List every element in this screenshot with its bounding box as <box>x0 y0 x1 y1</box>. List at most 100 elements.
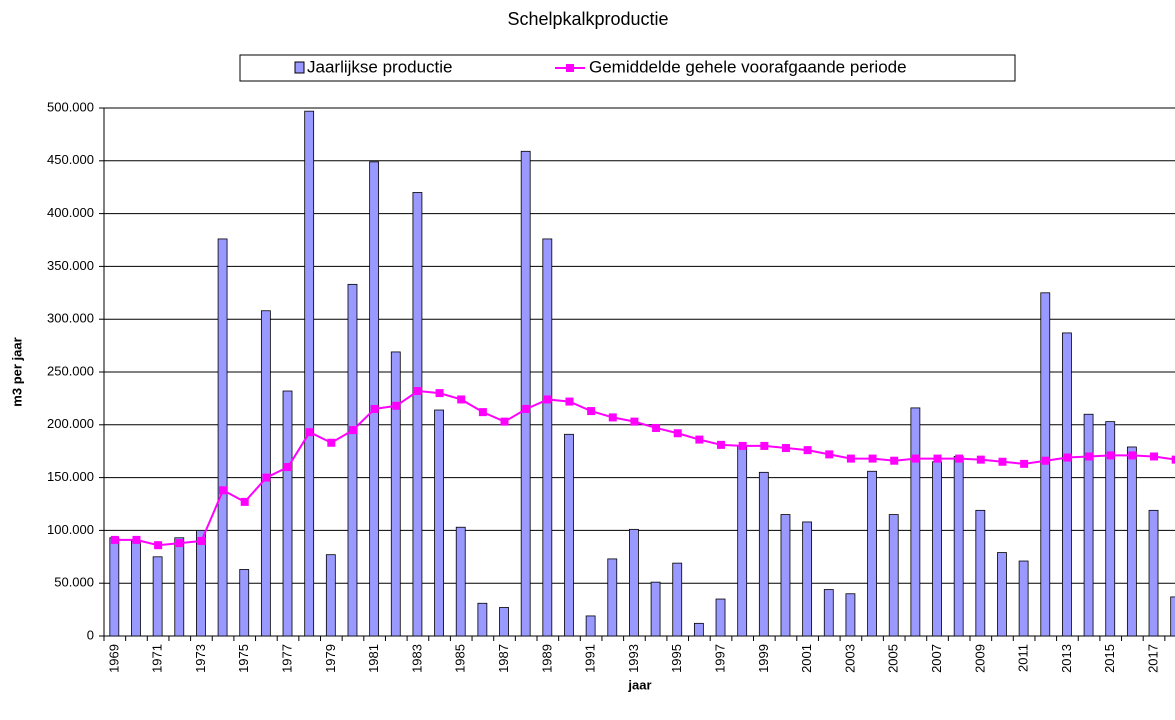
line-marker <box>435 389 444 398</box>
line-marker <box>565 397 574 406</box>
line-marker <box>219 486 228 495</box>
bar <box>823 589 834 637</box>
line-marker <box>781 444 790 453</box>
bar <box>693 622 704 637</box>
bar <box>1018 560 1029 637</box>
bar <box>1105 421 1116 637</box>
bar <box>975 509 986 637</box>
bar <box>758 471 769 637</box>
bar <box>260 310 271 637</box>
bar <box>932 461 942 637</box>
legend-marker <box>566 64 574 72</box>
bar <box>347 283 358 637</box>
line-marker <box>392 401 401 410</box>
bar <box>152 556 163 637</box>
bar <box>1170 596 1175 637</box>
bar <box>434 409 444 637</box>
bar <box>715 598 726 637</box>
x-tick-label: 2007 <box>929 644 944 673</box>
line-marker <box>976 455 985 464</box>
line-marker <box>825 450 834 459</box>
bar <box>390 351 401 637</box>
line-marker <box>478 408 487 417</box>
y-tick-label: 300.000 <box>47 311 94 326</box>
line-marker <box>197 536 206 545</box>
x-tick-label: 1991 <box>583 644 598 673</box>
x-tick-label: 1987 <box>496 644 511 673</box>
x-tick-label: 1975 <box>236 644 251 673</box>
x-tick-label: 1979 <box>323 644 338 673</box>
bar <box>239 569 250 637</box>
line-marker <box>630 417 639 426</box>
y-tick-label: 0 <box>87 627 94 642</box>
x-tick-label: 2015 <box>1102 644 1117 673</box>
x-tick-label: 1973 <box>193 644 208 673</box>
line-marker <box>998 457 1007 466</box>
y-tick-label: 250.000 <box>47 363 94 378</box>
line-marker <box>240 497 249 506</box>
line-marker <box>911 454 920 463</box>
line-marker <box>348 426 357 435</box>
bar <box>1062 332 1072 637</box>
bar <box>780 514 791 637</box>
x-tick-label: 1989 <box>539 644 554 673</box>
x-tick-label: 2013 <box>1059 644 1074 673</box>
bar <box>282 390 293 637</box>
x-tick-label: 1977 <box>279 644 294 673</box>
legend-box <box>239 54 1016 82</box>
x-tick-label: 1981 <box>366 644 381 673</box>
line-marker <box>1063 453 1072 462</box>
line-marker <box>457 395 466 404</box>
bar <box>542 238 553 637</box>
line-marker <box>803 446 812 455</box>
line-marker <box>868 454 877 463</box>
bar <box>131 540 141 637</box>
line-marker <box>652 423 661 432</box>
y-tick-label: 500.000 <box>47 99 94 114</box>
bar <box>585 615 596 637</box>
line-marker <box>1041 456 1050 465</box>
line-marker <box>1020 459 1029 468</box>
x-tick-label: 2017 <box>1145 644 1160 673</box>
x-tick-label: 2003 <box>842 644 857 673</box>
y-tick-label: 450.000 <box>47 152 94 167</box>
bar <box>1126 446 1137 637</box>
line-marker <box>587 407 596 416</box>
y-tick-label: 100.000 <box>47 522 94 537</box>
line-marker <box>370 404 379 413</box>
bar <box>325 554 336 637</box>
line-marker <box>717 440 726 449</box>
line-marker <box>1171 455 1175 464</box>
line-marker <box>890 456 899 465</box>
line-marker <box>1128 451 1137 460</box>
line-marker <box>955 454 964 463</box>
line-marker <box>846 454 855 463</box>
bar <box>412 192 423 637</box>
bar <box>196 530 206 637</box>
bar <box>672 562 683 637</box>
bar <box>650 581 661 637</box>
bar <box>802 521 813 637</box>
bar <box>845 593 856 637</box>
x-tick-label: 1969 <box>106 644 121 673</box>
line-marker <box>543 395 552 404</box>
x-tick-label: 1997 <box>712 644 727 673</box>
line-marker <box>305 428 314 437</box>
x-tick-label: 2011 <box>1016 644 1031 672</box>
line-marker <box>673 429 682 438</box>
legend-swatch <box>294 61 305 74</box>
bar <box>369 161 380 637</box>
bar <box>867 470 877 637</box>
y-tick-label: 200.000 <box>47 416 94 431</box>
line-marker <box>175 539 184 548</box>
x-tick-label: 1983 <box>409 644 424 673</box>
bar <box>477 602 488 637</box>
x-tick-label: 1999 <box>756 644 771 673</box>
bar <box>109 537 120 637</box>
line-marker <box>695 435 704 444</box>
y-tick-label: 50.000 <box>54 575 94 590</box>
line <box>114 389 1175 547</box>
bar <box>888 514 899 637</box>
line-marker <box>413 387 422 396</box>
